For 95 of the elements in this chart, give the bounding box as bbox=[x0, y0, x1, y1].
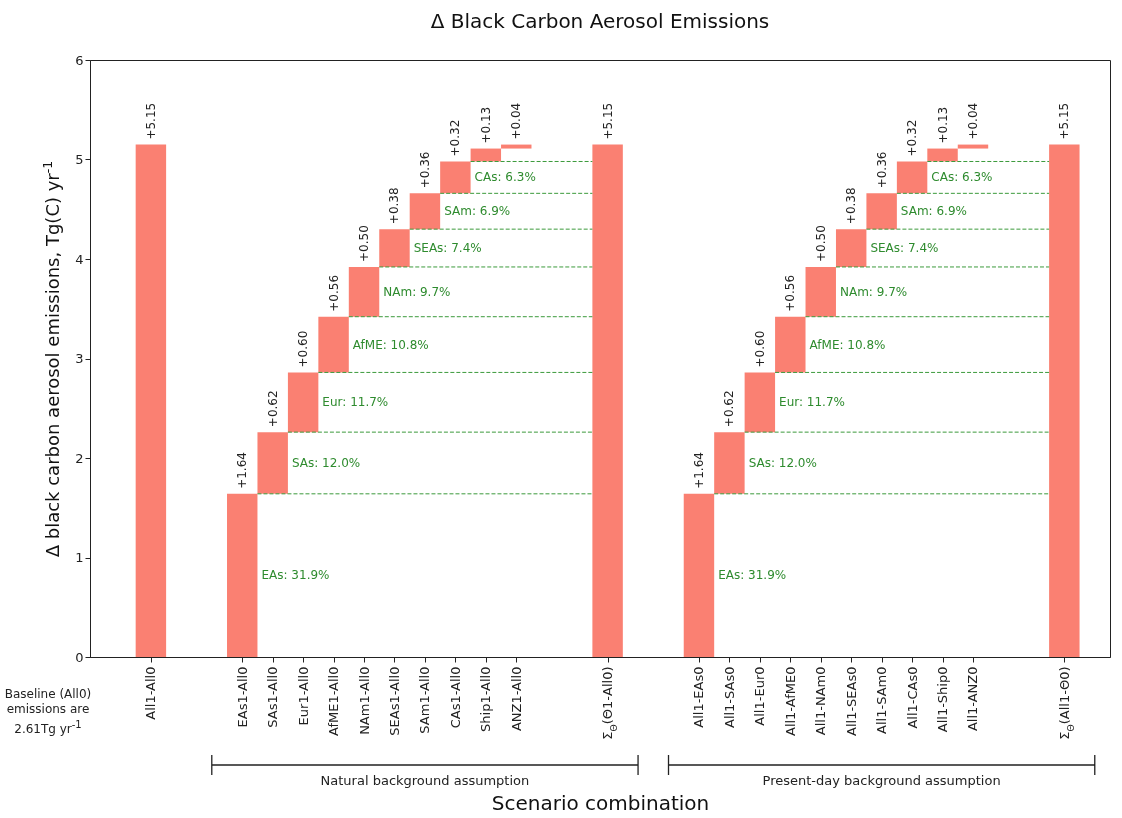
annotation: SEAs: 7.4% bbox=[413, 241, 482, 256]
data-label: +5.15 bbox=[1057, 102, 1072, 140]
bar bbox=[683, 493, 715, 657]
x-tick-label: All1-All0 bbox=[143, 666, 159, 720]
data-label: +0.38 bbox=[387, 187, 402, 225]
data-label: +0.04 bbox=[509, 102, 524, 140]
data-label: +0.32 bbox=[905, 119, 920, 157]
bar bbox=[227, 493, 258, 657]
x-tick-label: Eur1-All0 bbox=[295, 666, 311, 726]
y-tick-label: 4 bbox=[75, 251, 84, 267]
x-tick-label: All1-CAs0 bbox=[904, 666, 920, 729]
y-tick-label: 3 bbox=[75, 351, 84, 366]
bar bbox=[835, 229, 867, 267]
annotation: Eur: 11.7% bbox=[322, 395, 389, 410]
x-tick-label: All1-SEAs0 bbox=[843, 666, 859, 736]
bar bbox=[927, 148, 958, 162]
annotation: CAs: 6.3% bbox=[931, 170, 993, 185]
bar bbox=[805, 266, 836, 317]
x-tick-label: All1-Ship0 bbox=[935, 666, 951, 733]
data-label: +0.04 bbox=[965, 102, 980, 140]
bar bbox=[775, 316, 806, 373]
bar bbox=[135, 144, 167, 657]
annotation: EAs: 31.9% bbox=[261, 568, 330, 583]
text: Baseline (All0) emissions are 2.61Tg yr$^{-1}$ bbox=[3, 687, 93, 737]
data-label: +0.62 bbox=[265, 390, 280, 428]
x-tick-label: All1-NAm0 bbox=[813, 666, 829, 736]
data-label: +5.15 bbox=[600, 102, 615, 140]
x-tick-label: EAs1-All0 bbox=[234, 666, 250, 728]
data-label: +0.36 bbox=[874, 151, 889, 189]
x-tick-label: All1-EAs0 bbox=[691, 666, 707, 728]
bar bbox=[1049, 144, 1080, 657]
x-tick-label: SAm1-All0 bbox=[417, 666, 433, 734]
data-label: +0.32 bbox=[448, 119, 463, 157]
data-label: +0.50 bbox=[813, 225, 828, 262]
bar bbox=[318, 316, 349, 373]
bar bbox=[501, 144, 532, 149]
data-label: +0.56 bbox=[326, 274, 341, 312]
data-label: +1.64 bbox=[691, 452, 706, 489]
x-tick-label: ANZ1-All0 bbox=[508, 666, 524, 732]
x-tick-label: AfME1-All0 bbox=[326, 666, 342, 737]
data-label: +0.60 bbox=[752, 330, 767, 368]
x-tick-label: SAs1-All0 bbox=[265, 666, 281, 728]
data-label: +0.56 bbox=[783, 274, 798, 312]
text: Present-day background assumption bbox=[762, 773, 1001, 788]
y-tick-label: 5 bbox=[75, 152, 84, 167]
chart-title: Δ Black Carbon Aerosol Emissions bbox=[430, 9, 770, 33]
bar bbox=[470, 148, 502, 162]
x-tick-label: All1-SAs0 bbox=[721, 666, 737, 729]
annotation: SAm: 6.9% bbox=[900, 204, 967, 219]
annotation: SEAs: 7.4% bbox=[870, 241, 939, 256]
x-tick-label: All1-SAm0 bbox=[874, 666, 890, 734]
data-label: +0.60 bbox=[296, 330, 311, 368]
data-label: +0.50 bbox=[357, 225, 372, 262]
x-tick-label: Ship1-All0 bbox=[478, 666, 494, 732]
annotation: Eur: 11.7% bbox=[779, 395, 845, 410]
text: Natural background assumption bbox=[320, 773, 530, 788]
bar bbox=[957, 144, 989, 149]
annotation: EAs: 31.9% bbox=[718, 568, 787, 583]
x-tick-label: All1-AfME0 bbox=[782, 666, 798, 737]
y-tick-label: 2 bbox=[75, 450, 84, 466]
bar bbox=[440, 161, 471, 194]
annotation: NAm: 9.7% bbox=[839, 284, 908, 299]
x-tick-label: All1-Eur0 bbox=[752, 666, 768, 726]
bar bbox=[896, 161, 928, 194]
x-tick-label: All1-ANZ0 bbox=[965, 666, 981, 732]
y-tick-label: 0 bbox=[75, 649, 84, 665]
annotation: AfME: 10.8% bbox=[809, 337, 886, 352]
data-label: +0.13 bbox=[935, 106, 950, 144]
x-tick-label: NAm1-All0 bbox=[356, 666, 372, 735]
y-tick-label: 1 bbox=[75, 550, 84, 565]
annotation: AfME: 10.8% bbox=[352, 337, 429, 352]
data-label: +0.62 bbox=[722, 390, 737, 428]
bar bbox=[409, 193, 441, 230]
data-label: +0.36 bbox=[417, 151, 432, 189]
bar bbox=[348, 266, 380, 317]
data-label: +5.15 bbox=[143, 102, 158, 140]
x-tick-label: SEAs1-All0 bbox=[386, 666, 402, 736]
annotation: CAs: 6.3% bbox=[474, 170, 536, 185]
bar bbox=[866, 193, 897, 230]
x-axis-title: Scenario combination bbox=[491, 791, 710, 816]
bar bbox=[379, 229, 410, 267]
annotation: SAs: 12.0% bbox=[748, 455, 817, 470]
bar bbox=[287, 372, 319, 433]
annotation: NAm: 9.7% bbox=[383, 284, 451, 299]
data-label: +0.13 bbox=[478, 106, 493, 144]
bar bbox=[257, 432, 288, 494]
y-tick-label: 6 bbox=[75, 52, 84, 68]
bar bbox=[714, 432, 745, 494]
annotation: SAs: 12.0% bbox=[291, 455, 361, 470]
bar bbox=[592, 144, 623, 657]
data-label: +1.64 bbox=[235, 452, 250, 489]
x-tick-label: CAs1-All0 bbox=[447, 666, 463, 729]
bar bbox=[744, 372, 776, 433]
data-label: +0.38 bbox=[844, 187, 859, 225]
annotation: SAm: 6.9% bbox=[444, 204, 511, 219]
